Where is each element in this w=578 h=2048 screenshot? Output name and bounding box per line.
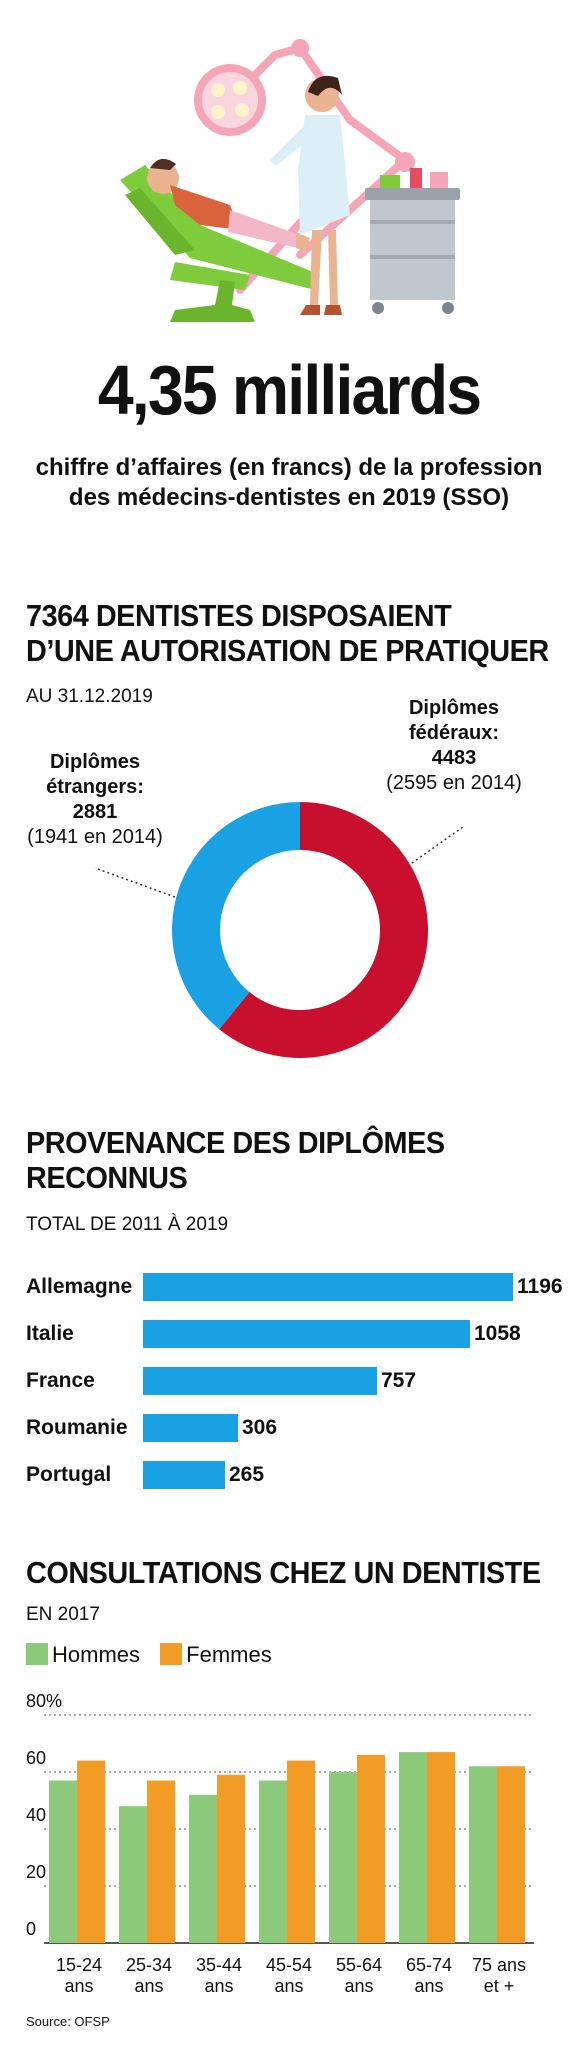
- x-tick-label-line: 15-24: [55, 1955, 103, 1975]
- bar-femmes: [427, 1752, 455, 1943]
- bar: [143, 1414, 238, 1442]
- foreign-label-value: 2881: [72, 801, 118, 823]
- consult-legend: Hommes Femmes: [26, 1642, 286, 1668]
- bar-femmes: [77, 1760, 105, 1943]
- bar-value-label: 1058: [474, 1322, 521, 1345]
- source-note: Source: OFSP: [26, 2014, 110, 2029]
- foreign-leader-line: [94, 867, 176, 898]
- x-tick-label-line: 75 ans: [471, 1955, 527, 1975]
- bars-section-subtitle: TOTAL DE 2011 À 2019: [26, 1214, 229, 1235]
- bar-femmes: [217, 1774, 245, 1943]
- donut-title-line: D’UNE AUTORISATION DE PRATIQUER: [26, 633, 549, 668]
- bar-femmes: [147, 1780, 175, 1943]
- donut-slice-federal: [219, 802, 428, 1058]
- bars-title-line: PROVENANCE DES DIPLÔMES: [26, 1125, 445, 1160]
- bar-hommes: [469, 1766, 497, 1943]
- bar-category-label: Italie: [26, 1322, 74, 1345]
- bar: [143, 1320, 470, 1348]
- federal-label-line1: Diplômes: [408, 697, 500, 719]
- x-tick-label: 25-34 ans: [119, 1955, 179, 1997]
- federal-label-line2: fédéraux:: [408, 722, 500, 744]
- x-tick-label-line: 55-64: [335, 1955, 383, 1975]
- y-tick-label: 0: [26, 1919, 37, 1939]
- federal-leader-line: [411, 826, 464, 864]
- x-tick-label-line: ans: [344, 1976, 374, 1996]
- legend-swatch-femmes: [160, 1643, 183, 1665]
- bar-value-label: 265: [229, 1463, 265, 1486]
- x-tick-label: 55-64 ans: [329, 1955, 389, 1997]
- foreign-label: Diplômes étrangers: 2881 (1941 en 2014): [10, 750, 180, 850]
- y-tick-label: 20: [26, 1862, 47, 1882]
- x-tick-label-line: ans: [414, 1976, 444, 1996]
- x-tick-label-line: 35-44: [195, 1955, 243, 1975]
- headline-value: 4,35 milliards: [97, 351, 482, 429]
- legend-swatch-hommes: [26, 1643, 48, 1665]
- foreign-label-line2: étrangers:: [46, 776, 144, 798]
- bar-category-label: Allemagne: [26, 1275, 133, 1298]
- x-tick-label-line: ans: [64, 1976, 94, 1996]
- headline-caption: chiffre d’affaires (en francs) de la pro…: [0, 453, 578, 513]
- x-tick-label-line: 25-34: [125, 1955, 173, 1975]
- federal-label-value: 4483: [431, 747, 477, 769]
- headline-caption-line: des médecins-dentistes en 2019 (SSO): [68, 484, 510, 511]
- legend-item-femmes: Femmes: [160, 1642, 272, 1668]
- bar: [143, 1273, 513, 1301]
- foreign-label-line1: Diplômes: [49, 751, 141, 773]
- y-tick-label: 80%: [26, 1691, 63, 1711]
- donut-section-subtitle: AU 31.12.2019: [26, 686, 153, 707]
- bar-category-label: France: [26, 1369, 95, 1392]
- bar-femmes: [497, 1766, 525, 1943]
- bar-hommes: [189, 1794, 217, 1943]
- bar-femmes: [287, 1760, 315, 1943]
- donut-title-line: 7364 DENTISTES DISPOSAIENT: [26, 598, 452, 633]
- foreign-label-note: (1941 en 2014): [27, 826, 163, 848]
- federal-label-note: (2595 en 2014): [386, 772, 522, 794]
- legend-label-femmes: Femmes: [186, 1642, 272, 1667]
- legend-label-hommes: Hommes: [52, 1642, 141, 1667]
- bar-category-label: Roumanie: [26, 1416, 128, 1439]
- x-tick-label-line: ans: [274, 1976, 304, 1996]
- bar-value-label: 306: [242, 1416, 278, 1439]
- bar-hommes: [329, 1772, 357, 1943]
- y-tick-label: 40: [26, 1805, 47, 1825]
- bar: [143, 1461, 225, 1489]
- x-tick-label-line: 45-54: [265, 1955, 313, 1975]
- bar-value-label: 1196: [517, 1275, 563, 1298]
- x-tick-label-line: ans: [134, 1976, 164, 1996]
- consult-title-line: CONSULTATIONS CHEZ UN DENTISTE: [26, 1555, 541, 1590]
- x-tick-label: 45-54 ans: [259, 1955, 319, 1997]
- headline-caption-line: chiffre d’affaires (en francs) de la pro…: [35, 454, 543, 481]
- consultation-plot: [44, 1714, 534, 1944]
- bars-title-line: RECONNUS: [26, 1160, 188, 1195]
- bar-hommes: [49, 1780, 77, 1943]
- bar-femmes: [357, 1754, 385, 1943]
- bar-hommes: [259, 1780, 287, 1943]
- x-tick-label: 35-44 ans: [189, 1955, 249, 1997]
- donut-section-title: 7364 DENTISTES DISPOSAIENT D’UNE AUTORIS…: [26, 598, 549, 668]
- legend-item-hommes: Hommes: [26, 1642, 140, 1668]
- x-tick-label-line: ans: [204, 1976, 234, 1996]
- y-tick-label: 60: [26, 1748, 47, 1768]
- x-tick-label: 75 ans et +: [469, 1955, 529, 1997]
- consult-section-subtitle: EN 2017: [26, 1604, 100, 1625]
- x-tick-label: 65-74 ans: [399, 1955, 459, 1997]
- bar-hommes: [119, 1806, 147, 1943]
- bar-category-label: Portugal: [26, 1463, 112, 1486]
- donut-chart: [94, 802, 464, 1058]
- dentist-illustration: [120, 39, 460, 322]
- donut-slice-foreign: [172, 802, 300, 1030]
- bar: [143, 1367, 377, 1395]
- x-tick-label-line: et +: [483, 1976, 515, 1996]
- federal-label: Diplômes fédéraux: 4483 (2595 en 2014): [344, 696, 564, 796]
- bar-value-label: 757: [381, 1369, 417, 1392]
- bar-hommes: [399, 1752, 427, 1943]
- consult-section-title: CONSULTATIONS CHEZ UN DENTISTE: [26, 1555, 541, 1590]
- x-tick-label: 15-24 ans: [49, 1955, 109, 1997]
- bars-section-title: PROVENANCE DES DIPLÔMES RECONNUS: [26, 1125, 528, 1195]
- x-tick-label-line: 65-74: [405, 1955, 453, 1975]
